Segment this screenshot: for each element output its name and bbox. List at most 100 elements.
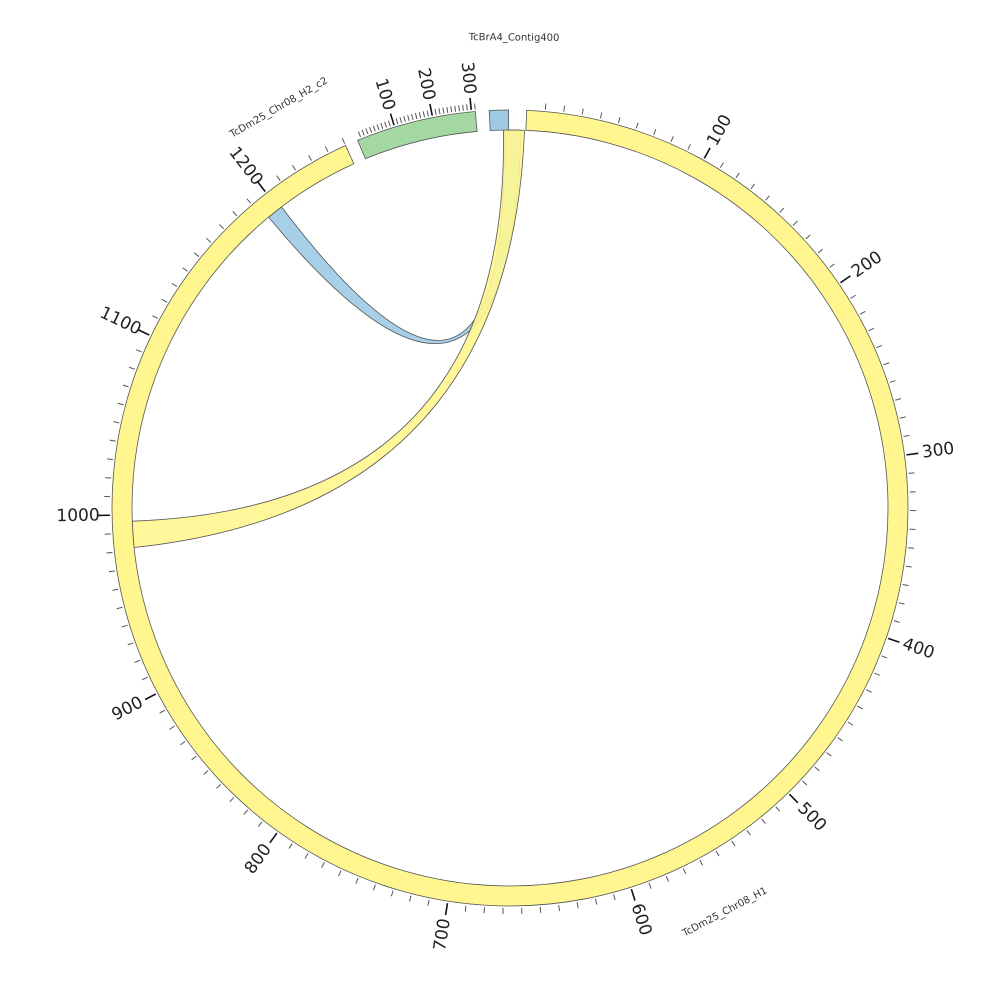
- minor-tick-h1: [107, 552, 113, 553]
- minor-tick-h2: [404, 116, 406, 122]
- minor-tick-h1: [869, 328, 874, 331]
- minor-tick-h1: [776, 807, 780, 811]
- minor-tick-h1: [903, 585, 909, 586]
- major-tick-h1: [446, 903, 448, 915]
- tick-label-h1: 700: [430, 917, 455, 952]
- major-tick-h1: [888, 638, 899, 642]
- minor-tick-h1: [410, 896, 411, 902]
- minor-tick-h1: [818, 249, 823, 253]
- minor-tick-h1: [614, 894, 616, 900]
- minor-tick-h1: [751, 184, 755, 189]
- tick-label-h1: 800: [241, 840, 276, 878]
- minor-tick-h1: [874, 673, 879, 675]
- minor-tick-h1: [428, 900, 429, 906]
- major-tick-h1: [789, 794, 797, 803]
- minor-tick-h1: [666, 876, 668, 882]
- minor-tick-h2: [427, 111, 428, 117]
- minor-tick-h1: [142, 677, 147, 680]
- ideogram-c400[interactable]: [489, 110, 509, 131]
- minor-tick-h1: [322, 862, 325, 867]
- minor-tick-h1: [233, 211, 237, 215]
- minor-tick-h1: [815, 767, 820, 771]
- minor-tick-h1: [219, 225, 223, 229]
- minor-tick-h1: [277, 176, 280, 181]
- minor-tick-h1: [866, 690, 871, 693]
- minor-tick-h1: [806, 235, 810, 239]
- minor-tick-h1: [908, 548, 914, 549]
- minor-tick-h1: [909, 473, 915, 474]
- minor-tick-h1: [135, 660, 141, 662]
- minor-tick-h1: [289, 844, 292, 849]
- minor-tick-h2: [447, 107, 448, 113]
- minor-tick-h1: [780, 208, 784, 212]
- tick-label-h1: 900: [108, 692, 146, 725]
- major-tick-h2: [470, 98, 471, 110]
- minor-tick-h2: [408, 115, 410, 121]
- minor-tick-h2: [362, 130, 364, 136]
- minor-tick-h1: [247, 199, 251, 204]
- tick-label-h1: 300: [921, 439, 956, 463]
- minor-tick-h1: [123, 385, 129, 387]
- minor-tick-h1: [356, 878, 358, 884]
- minor-tick-h1: [618, 117, 620, 123]
- minor-tick-h1: [192, 756, 197, 760]
- minor-tick-h2: [415, 113, 416, 119]
- major-tick-h1: [906, 453, 918, 455]
- major-tick-h1: [138, 330, 149, 335]
- minor-tick-h2: [385, 122, 387, 128]
- tick-label-h1: 500: [793, 798, 830, 835]
- minor-tick-h2: [463, 105, 464, 111]
- minor-tick-h1: [636, 123, 638, 129]
- minor-tick-h1: [649, 883, 651, 889]
- minor-tick-h1: [683, 869, 686, 874]
- minor-tick-h1: [851, 295, 856, 298]
- tick-label-h1: 1000: [56, 505, 100, 526]
- minor-tick-h1: [109, 571, 115, 572]
- minor-tick-h1: [906, 566, 912, 567]
- minor-tick-h1: [595, 899, 596, 905]
- minor-tick-h1: [720, 163, 723, 168]
- minor-tick-h1: [700, 860, 703, 865]
- tick-label-h1: 1100: [97, 303, 145, 340]
- minor-tick-h2: [366, 128, 368, 134]
- minor-tick-h1: [183, 268, 188, 272]
- minor-tick-h1: [848, 722, 853, 725]
- minor-tick-h2: [419, 112, 420, 118]
- minor-tick-h1: [230, 797, 234, 801]
- minor-tick-h1: [899, 603, 905, 604]
- major-tick-h1: [631, 889, 635, 900]
- minor-tick-h1: [170, 726, 175, 729]
- major-tick-h2: [430, 104, 432, 116]
- minor-tick-h1: [152, 316, 157, 319]
- minor-tick-h1: [342, 138, 344, 143]
- minor-tick-h1: [732, 841, 735, 846]
- minor-tick-h1: [577, 902, 578, 908]
- minor-tick-h1: [309, 155, 312, 160]
- minor-tick-h2: [455, 106, 456, 112]
- minor-tick-h1: [194, 253, 199, 257]
- minor-tick-h2: [451, 106, 452, 112]
- minor-tick-h2: [388, 121, 390, 127]
- minor-tick-h1: [890, 381, 896, 383]
- minor-tick-h1: [671, 136, 673, 141]
- minor-tick-h1: [688, 144, 691, 149]
- major-tick-h1: [840, 276, 850, 283]
- ideogram-h2[interactable]: [358, 112, 477, 159]
- minor-tick-h1: [305, 853, 308, 858]
- minor-tick-h2: [412, 114, 413, 120]
- tick-label-h1: 200: [848, 247, 886, 282]
- minor-tick-h1: [766, 196, 770, 201]
- segment-name-h2: TcDm25_Chr08_H2_c2: [227, 75, 329, 141]
- minor-tick-h1: [136, 350, 142, 352]
- minor-tick-h1: [858, 706, 863, 709]
- links-layer: [132, 130, 524, 548]
- minor-tick-h1: [206, 238, 210, 242]
- minor-tick-h1: [373, 885, 375, 891]
- minor-tick-h1: [802, 781, 806, 785]
- minor-tick-h1: [204, 771, 209, 775]
- minor-tick-h1: [876, 345, 882, 347]
- minor-tick-h1: [112, 589, 118, 590]
- minor-tick-h1: [216, 784, 220, 788]
- major-tick-h1: [258, 182, 265, 191]
